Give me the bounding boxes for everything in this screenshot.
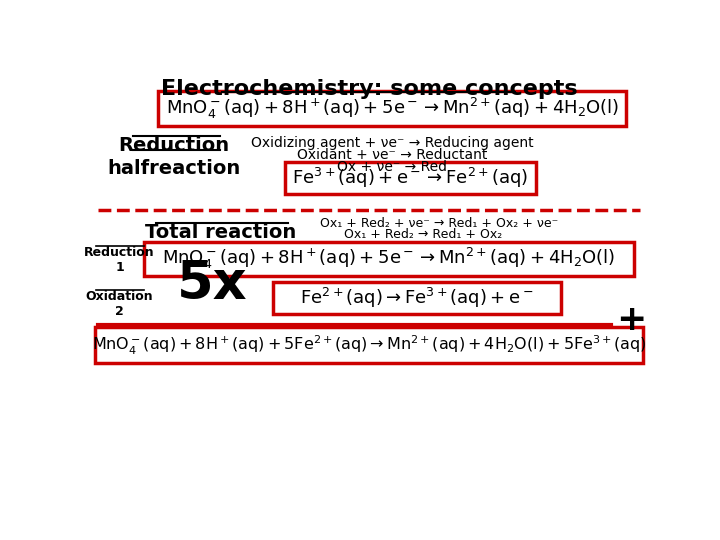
Text: $\mathrm{MnO_4^-(aq)+8H^+(aq)+5e^-\rightarrow Mn^{2+}(aq)+4H_2O(l)}$: $\mathrm{MnO_4^-(aq)+8H^+(aq)+5e^-\right… <box>163 246 616 272</box>
FancyBboxPatch shape <box>144 242 634 276</box>
FancyBboxPatch shape <box>273 282 561 314</box>
Text: Oxidizing agent + νe⁻ → Reducing agent: Oxidizing agent + νe⁻ → Reducing agent <box>251 136 534 150</box>
FancyBboxPatch shape <box>284 162 536 194</box>
Text: Total reaction: Total reaction <box>145 222 296 242</box>
Text: Ox + νe⁻ → Red: Ox + νe⁻ → Red <box>337 160 447 174</box>
Text: Ox₁ + Red₂ → Red₁ + Ox₂: Ox₁ + Red₂ → Red₁ + Ox₂ <box>344 228 503 241</box>
Text: $\mathrm{Fe^{3+}(aq)+e^-\rightarrow Fe^{2+}(aq)}$: $\mathrm{Fe^{3+}(aq)+e^-\rightarrow Fe^{… <box>292 166 528 190</box>
Text: Oxidation
2: Oxidation 2 <box>86 289 153 318</box>
Text: $\mathrm{MnO_4^-(aq)+8H^+(aq)+5e^-\rightarrow Mn^{2+}(aq)+4H_2O(l)}$: $\mathrm{MnO_4^-(aq)+8H^+(aq)+5e^-\right… <box>166 96 619 122</box>
FancyBboxPatch shape <box>158 91 626 126</box>
Text: Electrochemistry: some concepts: Electrochemistry: some concepts <box>161 79 577 99</box>
Text: $\mathrm{Fe^{2+}(aq)\rightarrow Fe^{3+}(aq)+e^-}$: $\mathrm{Fe^{2+}(aq)\rightarrow Fe^{3+}(… <box>300 286 534 310</box>
Text: $\mathrm{MnO_4^-(aq)+8H^+(aq)+5Fe^{2+}(aq)\rightarrow Mn^{2+}(aq)+4H_2O(l)+5Fe^{: $\mathrm{MnO_4^-(aq)+8H^+(aq)+5Fe^{2+}(a… <box>91 334 647 357</box>
Text: Oxidant + νe⁻ → Reductant: Oxidant + νe⁻ → Reductant <box>297 148 487 162</box>
Text: +: + <box>616 303 646 338</box>
Text: Reduction
halfreaction: Reduction halfreaction <box>107 136 240 178</box>
Text: Reduction
1: Reduction 1 <box>84 246 155 274</box>
Text: Ox₁ + Red₂ + νe⁻ → Red₁ + Ox₂ + νe⁻: Ox₁ + Red₂ + νe⁻ → Red₁ + Ox₂ + νe⁻ <box>320 217 558 230</box>
Text: 5x: 5x <box>177 258 248 310</box>
FancyBboxPatch shape <box>94 327 644 363</box>
